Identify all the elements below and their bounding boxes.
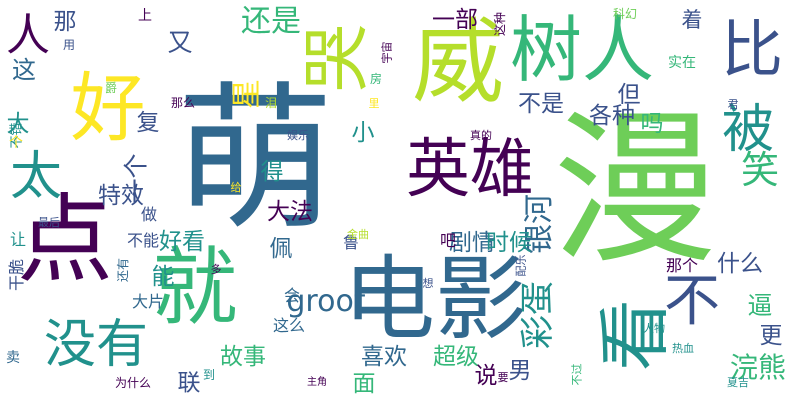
word-cloud-term: 好 <box>70 63 146 152</box>
word-cloud-term: 哭 <box>297 23 377 93</box>
word-cloud-term: 好看 <box>159 228 205 255</box>
word-cloud-term: 吗 <box>640 110 664 137</box>
word-cloud-term: 但 <box>617 81 641 108</box>
word-cloud-term: 让 <box>9 230 26 249</box>
word-cloud-term: 最后 <box>38 215 60 229</box>
word-cloud-term: 个 <box>9 135 23 151</box>
word-cloud-term: 联 <box>177 369 201 396</box>
word-cloud-term: 吧 <box>439 231 456 250</box>
word-cloud-term: 太 <box>9 147 62 207</box>
word-cloud-term: 鲁 <box>342 233 359 252</box>
word-cloud-term: 卖 <box>6 350 20 366</box>
word-cloud-term: 里 <box>368 96 380 110</box>
word-cloud-term: 点 <box>17 184 113 296</box>
word-cloud-term: 漫 <box>552 93 718 286</box>
word-cloud-term: 实在 <box>668 55 696 71</box>
word-cloud-term: 配乐 <box>514 254 528 276</box>
word-cloud-term: 各种 <box>589 102 635 129</box>
word-cloud-term: 没有 <box>43 315 148 375</box>
word-cloud-term: 佩 <box>269 235 293 262</box>
word-cloud-term: 那 <box>53 8 77 35</box>
word-cloud-term: 一个 <box>121 152 151 204</box>
word-cloud-term: 能 <box>151 263 175 290</box>
word-cloud-term: 英雄 <box>406 133 534 207</box>
word-cloud-term: 看 <box>592 298 677 372</box>
word-cloud-term: 小 <box>351 119 375 146</box>
word-cloud-term: 超级 <box>433 343 479 370</box>
word-cloud-term: 人物 <box>643 321 665 335</box>
word-cloud-term: 娱乐 <box>287 128 309 142</box>
word-cloud-term: 说 <box>474 362 498 389</box>
word-cloud-term: 着 <box>681 7 703 32</box>
word-cloud-term: 人 <box>6 10 50 61</box>
word-cloud-term: 君 <box>727 97 739 111</box>
word-cloud-term: 热血 <box>672 341 694 355</box>
word-cloud-term: 会 <box>283 286 300 305</box>
word-cloud-term: 要 <box>497 370 509 384</box>
word-cloud-term: 真的 <box>470 128 492 142</box>
word-cloud-term: 浣熊 <box>729 351 786 384</box>
word-cloud-term: 房 <box>369 72 382 86</box>
word-cloud-term: 笑 <box>740 148 779 192</box>
word-cloud-term: 还是 <box>241 4 301 39</box>
word-cloud-term: 树人 <box>509 8 654 92</box>
word-cloud-term: 逼 <box>747 290 773 320</box>
word-cloud-term: 这种 <box>492 11 507 37</box>
word-cloud-term: 面 <box>352 370 376 397</box>
word-cloud-term: 做 <box>140 205 157 224</box>
word-cloud-term: 比 <box>720 13 783 86</box>
word-cloud-term: 到 <box>202 368 215 382</box>
word-cloud-term: 喜欢 <box>361 343 407 370</box>
word-cloud-term: 得 <box>260 158 284 185</box>
word-cloud-term: 时候 <box>486 229 532 256</box>
word-cloud-term: 爵 <box>104 81 117 95</box>
word-cloud-term: 大 <box>6 110 30 137</box>
word-cloud-term: 用 <box>62 38 75 52</box>
word-cloud-term: 故事 <box>220 343 266 370</box>
word-cloud-term: 更 <box>759 322 783 349</box>
word-cloud-term: 男 <box>508 357 532 384</box>
word-cloud-term: 萌 <box>176 68 334 252</box>
word-cloud-term: 干脆 <box>6 258 26 292</box>
word-cloud-term: 被 <box>721 100 774 160</box>
word-cloud-term: 电影 <box>342 246 527 353</box>
word-cloud-term: 泪 <box>264 96 277 110</box>
word-cloud-term: 威 <box>411 9 504 116</box>
word-cloud-term: 大片 <box>131 292 164 311</box>
word-cloud-term: 这么 <box>272 316 305 335</box>
word-cloud-term: 不过 <box>570 363 584 385</box>
word-cloud-term: 为什么 <box>114 376 151 390</box>
word-cloud-term: 主角 <box>307 377 327 388</box>
word-cloud-term: 金曲 <box>347 227 369 241</box>
word-cloud-term: 不是 <box>518 90 564 117</box>
word-cloud-term: 复 <box>136 109 160 136</box>
word-cloud-term: 就 <box>152 238 238 338</box>
word-cloud-term: 这 <box>12 56 36 84</box>
word-cloud-term: 大法 <box>267 198 313 225</box>
word-cloud-term: 一部 <box>432 6 478 33</box>
word-cloud-term: 多 <box>210 262 222 276</box>
word-cloud-term: 想 <box>422 276 434 290</box>
word-cloud-term: 给 <box>230 180 242 194</box>
word-cloud-term: 又 <box>167 27 193 57</box>
word-cloud-term: 不能 <box>126 231 159 250</box>
word-cloud-term: 剧情 <box>449 229 495 256</box>
word-cloud-term: 彩蛋 <box>518 281 558 349</box>
word-cloud-term: 那么 <box>170 96 195 110</box>
word-cloud-term: 夏吉 <box>727 375 749 389</box>
word-cloud-term: 还有 <box>115 257 130 283</box>
word-cloud-term: 不 <box>664 269 720 334</box>
word-cloud-term: 科幻 <box>612 7 637 21</box>
word-cloud-term: 什么 <box>717 250 763 277</box>
word-cloud-term: 星 <box>230 79 265 109</box>
word-cloud-term: 特效 <box>98 182 144 209</box>
word-cloud-term: groot <box>286 284 366 319</box>
word-cloud-term: 那个 <box>665 256 698 275</box>
word-cloud-term: 上 <box>138 8 152 24</box>
word-cloud-term: 宇宙 <box>380 41 394 63</box>
